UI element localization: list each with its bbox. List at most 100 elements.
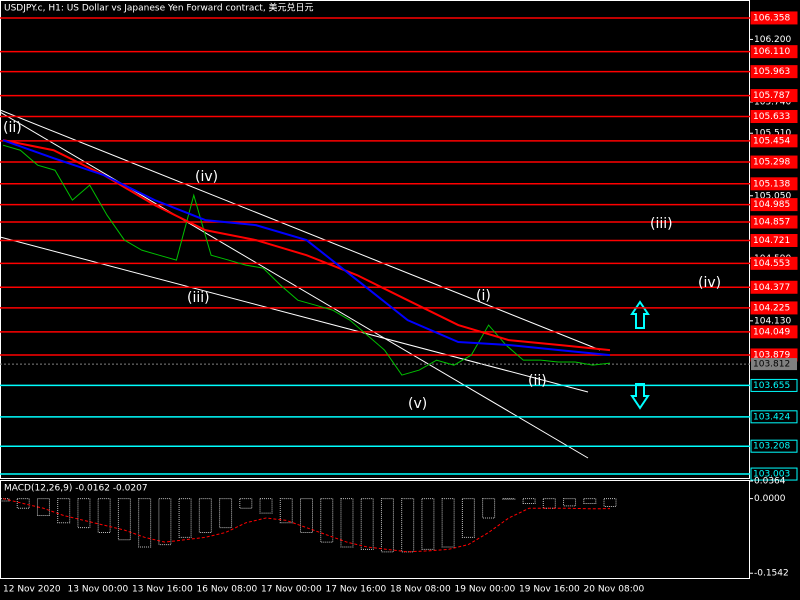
macd-tick-label: 0.0364 [754,477,786,487]
wave-label: (iii) [650,216,673,232]
chart-title: USDJPY.c, H1: US Dollar vs Japanese Yen … [4,2,314,14]
macd-bar [138,498,152,548]
macd-bar [360,498,374,550]
level-label: 103.003 [753,470,790,480]
x-tick-label: 17 Nov 00:00 [261,585,322,595]
level-box [750,378,798,392]
level-label: 106.358 [753,13,790,23]
macd-bar [380,498,394,553]
level-label: 104.721 [753,236,790,246]
macd-bar [522,498,536,504]
level-box [750,45,798,59]
x-tick-label: 19 Nov 16:00 [519,585,580,595]
level-label: 105.787 [753,91,790,101]
level-label: 104.553 [753,259,790,269]
macd-bar [502,498,516,500]
level-box [750,410,798,424]
x-tick-label: 12 Nov 2020 [3,585,61,595]
macd-bar [300,498,313,533]
level-box [750,325,798,339]
macd-bar [198,498,212,533]
level-label: 104.377 [753,283,790,293]
wave-label: (iii) [187,290,210,306]
level-label: 104.985 [753,200,790,210]
macd-bar [259,498,273,514]
macd-bar [158,498,172,546]
y-tick-label: 104.130 [754,316,791,326]
wave-label: (ii) [528,373,547,389]
level-label: 104.857 [753,218,790,228]
macd-bar [401,498,415,553]
level-box [750,233,798,247]
wave-label: (iv) [698,275,721,291]
price-line [2,144,611,376]
level-label: 103.208 [753,442,790,452]
level-box [750,439,798,453]
y-tick-label: 106.200 [754,35,791,45]
macd-bar [461,498,475,538]
level-box [750,110,798,124]
macd-bar [178,498,192,538]
macd-bar [36,498,50,517]
x-tick-label: 16 Nov 08:00 [197,585,258,595]
macd-bar [239,498,253,509]
wave-label: (v) [408,396,427,412]
y-tick-label: 105.050 [754,191,791,201]
level-box [750,11,798,25]
level-label: 103.424 [753,412,790,422]
current-price-box [751,358,797,371]
level-box [750,301,798,315]
macd-bar [320,498,334,543]
macd-bar [441,498,455,548]
level-box [750,65,798,79]
x-tick-label: 20 Nov 08:00 [584,585,645,595]
macd-bar [421,498,435,550]
x-tick-label: 17 Nov 16:00 [326,585,387,595]
macd-bar [482,498,496,519]
macd-bar [16,498,30,509]
macd-bar [603,498,617,507]
macd-bar [219,498,233,529]
macd-bar [279,498,293,524]
level-label: 105.298 [753,158,790,168]
wave-label: (i) [476,288,491,304]
level-label: 103.879 [753,350,790,360]
level-label: 105.633 [753,112,790,122]
level-label: 105.454 [753,136,790,146]
macd-bar [117,498,131,541]
channel-line [0,109,601,351]
macd-bar [340,498,354,548]
level-label: 105.963 [753,67,790,77]
level-box [750,198,798,212]
main-frame [0,0,750,479]
x-tick-label: 19 Nov 00:00 [455,585,516,595]
level-label: 104.225 [753,303,790,313]
level-label: 104.049 [753,327,790,337]
level-box [750,467,798,481]
macd-tick-label: 0.0000 [754,494,786,504]
y-tick-label: 105.740 [754,97,791,107]
level-box [750,134,798,148]
level-box [750,280,798,294]
level-label: 106.110 [753,47,790,57]
macd-label: MACD(12,26,9) -0.0162 -0.0207 [4,484,148,494]
level-label: 105.138 [753,179,790,189]
macd-bar [583,498,597,504]
channel-line [0,111,589,459]
macd-bar [57,498,71,524]
x-tick-label: 13 Nov 00:00 [68,585,129,595]
x-tick-label: 18 Nov 08:00 [390,585,451,595]
level-box [750,215,798,229]
level-box [750,256,798,270]
level-box [750,177,798,191]
level-box [750,155,798,169]
level-label: 103.655 [753,381,790,391]
price-line [2,139,611,357]
macd-bar [542,498,556,509]
macd-bar [97,498,111,533]
y-tick-label: 105.510 [754,129,791,139]
macd-tick-label: -0.1542 [754,569,789,579]
x-tick-label: 13 Nov 16:00 [132,585,193,595]
